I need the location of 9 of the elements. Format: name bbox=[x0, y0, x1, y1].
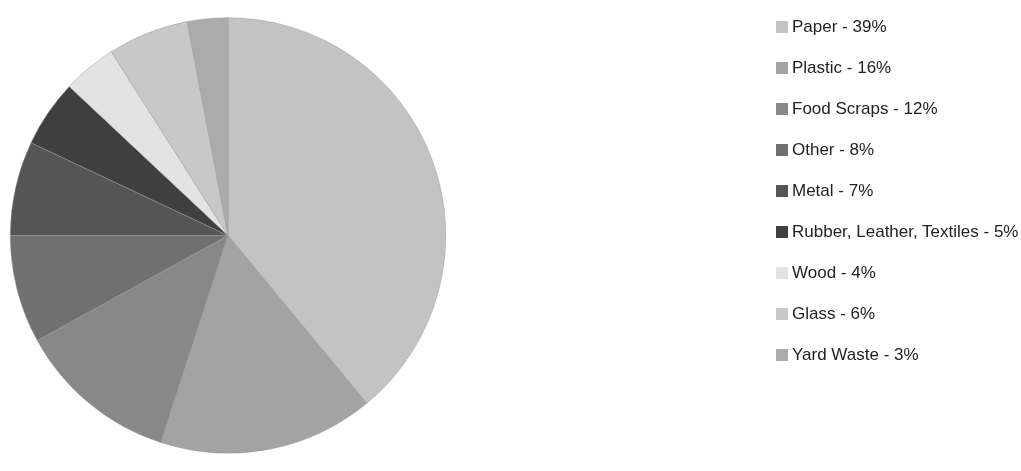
legend-label: Rubber, Leather, Textiles - 5% bbox=[792, 221, 1019, 242]
legend-label: Metal - 7% bbox=[792, 180, 874, 201]
legend-label: Food Scraps - 12% bbox=[792, 98, 938, 119]
legend-label: Plastic - 16% bbox=[792, 57, 892, 78]
legend-label: Glass - 6% bbox=[792, 303, 876, 324]
legend-label: Wood - 4% bbox=[792, 262, 876, 283]
legend-label: Yard Waste - 3% bbox=[792, 344, 919, 365]
legend-label: Paper - 39% bbox=[792, 16, 887, 37]
legend-label: Other - 8% bbox=[792, 139, 875, 160]
